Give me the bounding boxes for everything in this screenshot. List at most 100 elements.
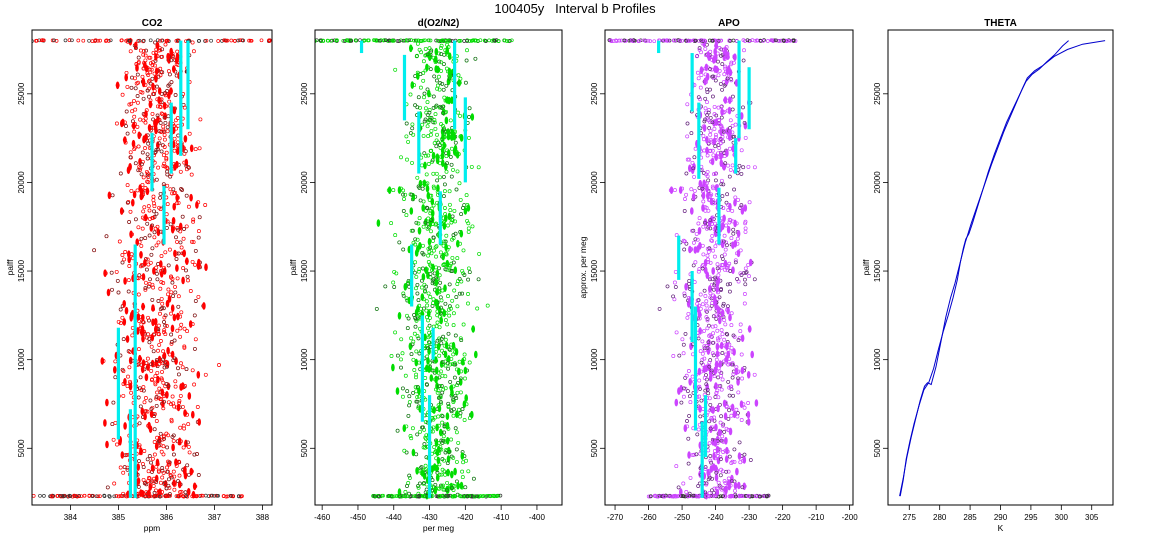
data-point-outline: [136, 55, 141, 60]
data-point: [439, 312, 444, 317]
data-point-outline: [133, 161, 138, 166]
data-point-cluster: [143, 259, 147, 267]
data-point: [692, 174, 697, 179]
data-point-cluster: [435, 448, 440, 457]
data-point: [695, 301, 700, 306]
band-point: [491, 493, 495, 498]
data-point: [451, 352, 456, 357]
data-point-outline: [184, 163, 189, 168]
data-point: [701, 124, 706, 129]
data-point: [443, 374, 448, 379]
data-point: [467, 360, 472, 365]
plot-area: [12, 37, 272, 499]
panel-1: 384 385 386 387 388500010000150002000025000C…: [5, 18, 273, 533]
data-point-cluster: [714, 65, 719, 74]
data-point: [727, 385, 732, 390]
data-point: [173, 284, 177, 289]
data-point-cluster: [128, 382, 133, 391]
band-point: [15, 39, 18, 42]
band-point: [12, 39, 15, 42]
data-point: [415, 395, 420, 400]
data-point: [433, 222, 438, 227]
data-point-cluster: [434, 439, 439, 447]
band-point: [52, 38, 56, 43]
data-point-outline: [720, 62, 725, 66]
data-point-cluster: [450, 96, 454, 104]
data-point: [711, 293, 716, 298]
data-point: [465, 48, 469, 53]
data-point: [466, 301, 470, 306]
data-point: [415, 175, 420, 180]
data-point-cluster: [414, 249, 419, 257]
data-point-cluster: [464, 394, 469, 402]
data-point-outline: [158, 195, 162, 200]
data-point-outline: [686, 389, 690, 393]
data-point: [720, 434, 725, 439]
data-point: [113, 420, 118, 425]
data-point-outline: [136, 485, 141, 489]
band-point: [16, 495, 19, 498]
data-point: [743, 266, 748, 271]
data-point-outline: [170, 280, 175, 285]
data-point-outline: [727, 393, 732, 398]
data-point-cluster: [165, 299, 170, 308]
data-point: [723, 480, 728, 485]
data-point: [456, 440, 461, 445]
data-point-outline: [451, 260, 456, 265]
data-point: [152, 452, 157, 457]
data-point-outline: [743, 277, 747, 282]
data-point-outline: [147, 284, 151, 289]
data-point: [443, 363, 448, 368]
data-point: [129, 390, 134, 395]
data-point-cluster: [687, 451, 691, 459]
band-point: [38, 493, 42, 498]
data-point-outline: [425, 52, 430, 57]
band-point: [399, 494, 404, 499]
data-point-outline: [695, 432, 700, 437]
band-point: [467, 39, 472, 43]
data-point: [424, 267, 429, 272]
data-point: [174, 201, 179, 206]
data-point-cluster: [434, 298, 438, 307]
data-point-cluster: [456, 481, 460, 490]
data-point: [428, 275, 433, 280]
data-point-cluster: [740, 366, 745, 375]
data-point: [696, 427, 701, 432]
data-point-cluster: [100, 357, 105, 365]
x-tick-label: -430: [422, 513, 439, 522]
data-point-outline: [709, 460, 713, 465]
data-point: [721, 359, 726, 364]
data-point: [698, 349, 703, 354]
data-point: [445, 42, 450, 47]
data-point: [161, 452, 166, 457]
data-point: [163, 42, 168, 47]
data-point: [694, 231, 699, 236]
data-point: [154, 419, 159, 423]
data-point-cluster: [140, 365, 145, 374]
data-point: [178, 169, 183, 174]
data-point: [144, 108, 149, 113]
data-point-cluster: [456, 239, 460, 248]
data-point: [726, 362, 731, 367]
data-point: [146, 469, 151, 474]
data-point-outline: [716, 59, 720, 64]
data-point-outline: [449, 409, 454, 414]
data-point-outline: [694, 452, 699, 457]
data-point: [417, 394, 422, 399]
data-point: [458, 134, 463, 139]
band-point: [428, 38, 433, 43]
data-point: [446, 294, 450, 299]
data-point: [674, 233, 679, 238]
data-point-cluster: [414, 358, 419, 367]
data-point-cluster: [151, 318, 155, 327]
data-point-outline: [448, 155, 453, 159]
band-point: [23, 39, 26, 42]
data-point-outline: [401, 209, 406, 213]
data-point: [445, 50, 449, 55]
data-point-outline: [705, 113, 710, 117]
data-point: [141, 66, 146, 71]
data-point-cluster: [439, 360, 444, 368]
data-point: [717, 369, 722, 374]
data-point-cluster: [171, 443, 175, 452]
data-point: [156, 323, 161, 328]
